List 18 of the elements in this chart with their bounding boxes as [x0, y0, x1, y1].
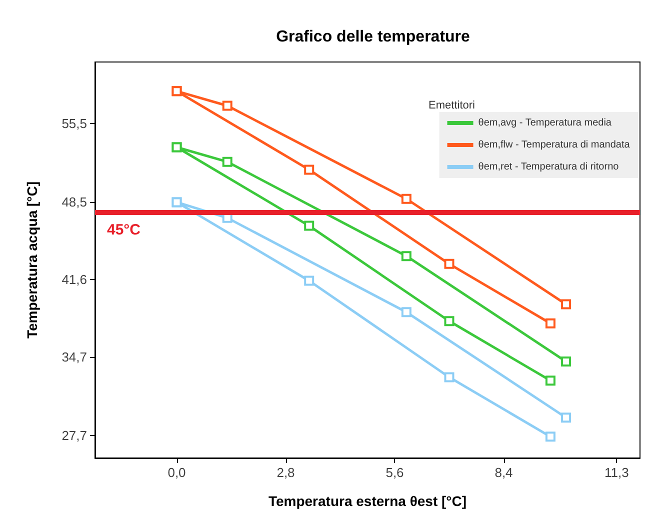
x-tick-label: 11,3 — [604, 465, 629, 480]
legend-label: θem,ret - Temperatura di ritorno — [478, 162, 620, 172]
y-tick-label: 27,7 — [62, 428, 87, 444]
chart-title: Grafico delle temperature — [276, 28, 470, 46]
x-tick-label: 0,0 — [168, 465, 186, 480]
y-tick-label: 48,5 — [62, 194, 87, 210]
y-axis-title: Temperatura acqua [°C] — [24, 181, 40, 339]
x-tick-label: 5,6 — [386, 465, 404, 480]
legend-label: θem,avg - Temperatura media — [478, 118, 612, 128]
legend-label: θem,flw - Temperatura di mandata — [478, 140, 630, 150]
x-tick-label: 2,8 — [276, 465, 295, 480]
y-tick-label: 34,7 — [62, 350, 87, 365]
y-tick-label: 41,6 — [62, 272, 87, 288]
y-tick-label: 55,5 — [62, 116, 87, 132]
x-tick-label: 8,4 — [494, 465, 513, 480]
x-axis-title: Temperatura esterna θest [°C] — [268, 493, 467, 509]
legend-title: Emettitori — [428, 100, 476, 112]
ref-line-label: 45°C — [107, 221, 141, 238]
